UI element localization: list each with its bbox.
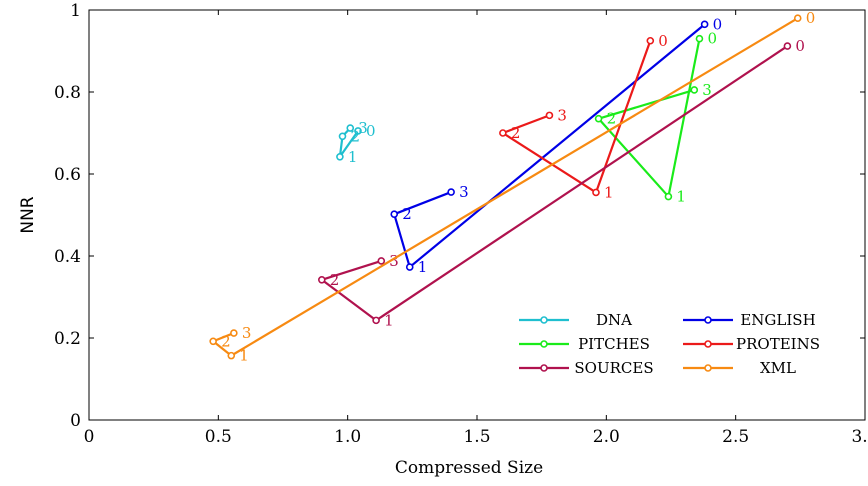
data-point (664, 192, 673, 201)
data-point (499, 129, 507, 137)
x-tick-label: 2.0 (593, 427, 620, 447)
data-point (377, 257, 386, 265)
series-line (338, 127, 359, 158)
data-point (783, 42, 792, 50)
legend-swatch-marker (704, 316, 712, 324)
x-tick-label: 0.5 (205, 427, 232, 447)
data-point (700, 20, 709, 29)
data-point (336, 152, 344, 161)
point-label: 1 (676, 188, 686, 206)
data-point (209, 337, 217, 346)
data-point (230, 329, 238, 337)
point-label: 1 (239, 347, 249, 365)
data-point (594, 114, 603, 123)
point-label: 0 (366, 122, 376, 140)
point-label: 2 (330, 271, 340, 289)
data-point (317, 275, 326, 284)
point-label: 0 (795, 37, 805, 55)
data-point (390, 210, 399, 218)
point-label: 2 (221, 332, 231, 350)
data-point (338, 132, 347, 141)
legend-swatch-marker (704, 340, 712, 348)
data-point (372, 316, 380, 325)
point-label: 3 (358, 119, 368, 137)
legend: DNA ENGLISH PITCHES PROTEINS SOURCES XML (510, 299, 844, 386)
legend-entry-proteins: PROTEINS (683, 335, 820, 353)
series-dna: 01 23 (336, 119, 376, 166)
point-label: 1 (384, 311, 394, 329)
axis-ticks: 0 0.5 1.0 1.5 2.0 2.5 3.0 0 0.2 0.4 0.6 0.8 1 (54, 1, 868, 447)
legend-entry-pitches: PITCHES (519, 335, 650, 353)
point-label: 0 (658, 32, 668, 50)
point-label: 1 (348, 148, 358, 166)
point-label: 3 (557, 106, 567, 124)
point-label: 2 (402, 205, 412, 223)
legend-entry-xml: XML (683, 359, 796, 377)
x-tick-label: 1.0 (334, 427, 361, 447)
legend-label: DNA (596, 311, 632, 329)
data-point (695, 34, 704, 43)
legend-label: PROTEINS (736, 335, 820, 353)
legend-label: PITCHES (578, 335, 650, 353)
point-label: 2 (350, 127, 360, 145)
legend-swatch-marker (704, 364, 712, 372)
point-label: 2 (607, 110, 617, 128)
point-label: 1 (604, 183, 614, 201)
series-english: 0 1 2 3 (390, 15, 723, 276)
point-label: 3 (242, 324, 252, 342)
data-point (592, 188, 600, 197)
legend-entry-sources: SOURCES (519, 359, 654, 377)
legend-label: ENGLISH (740, 311, 815, 329)
point-label: 3 (459, 183, 469, 201)
x-tick-label: 1.5 (463, 427, 490, 447)
data-point (690, 86, 699, 94)
series-line (212, 17, 799, 357)
data-point (354, 127, 362, 135)
point-label: 1 (418, 258, 428, 276)
data-point (545, 111, 554, 120)
y-tick-label: 1 (70, 1, 81, 21)
legend-box (510, 299, 844, 386)
series-line (501, 40, 652, 194)
data-point (646, 36, 655, 45)
legend-swatch-marker (540, 316, 548, 324)
point-label: 0 (713, 15, 723, 33)
y-tick-label: 0.4 (54, 247, 81, 267)
x-tick-label: 2.5 (722, 427, 749, 447)
series-xml: 012 3 (209, 9, 816, 365)
point-label: 0 (707, 30, 717, 48)
data-point (405, 263, 414, 271)
data-point (227, 351, 236, 360)
series-line (320, 45, 789, 322)
y-tick-label: 0.2 (54, 329, 81, 349)
point-label: 2 (511, 124, 521, 142)
series-proteins: 0 1 2 3 (499, 32, 668, 201)
series-line (597, 38, 701, 198)
series-line (393, 23, 706, 269)
legend-swatch-marker (540, 340, 548, 348)
y-tick-label: 0.6 (54, 165, 81, 185)
y-axis-title: NNR (18, 196, 38, 233)
data-point (447, 188, 455, 196)
point-label: 3 (389, 252, 399, 270)
series-pitches: 0 1 2 3 (594, 30, 717, 206)
legend-label: SOURCES (574, 359, 653, 377)
x-tick-label: 0 (84, 427, 95, 447)
y-tick-label: 0 (70, 411, 81, 431)
point-label: 3 (702, 81, 712, 99)
legend-entry-english: ENGLISH (683, 311, 816, 329)
point-label: 0 (806, 9, 816, 27)
y-tick-label: 0.8 (54, 83, 81, 103)
x-tick-label: 3.0 (851, 427, 868, 447)
legend-entry-dna: DNA (519, 311, 632, 329)
x-axis-title: Compressed Size (395, 458, 543, 478)
data-point (793, 14, 802, 23)
legend-label: XML (760, 359, 796, 377)
data-point (346, 124, 355, 132)
legend-swatch-marker (540, 364, 548, 372)
